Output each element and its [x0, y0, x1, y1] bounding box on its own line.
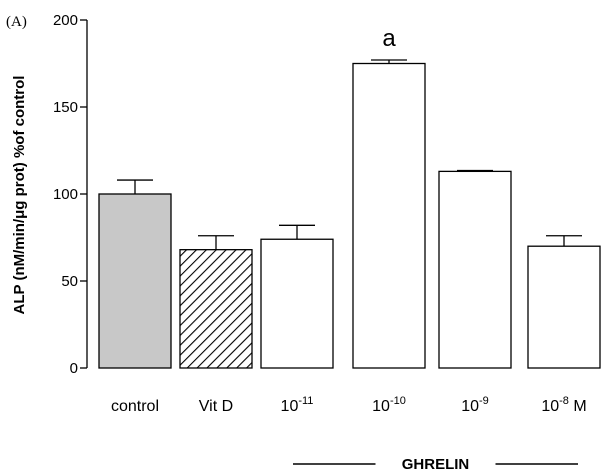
category-label: 10-9: [461, 395, 489, 415]
bar: [98, 193, 172, 369]
category-label: 10-10: [372, 395, 406, 415]
y-tick-label: 0: [70, 360, 78, 377]
category-label: control: [111, 398, 159, 415]
group-label: GHRELIN: [402, 456, 470, 473]
y-tick-label: 50: [61, 273, 78, 290]
significance-annotation: a: [382, 25, 396, 52]
bar: [438, 170, 512, 369]
bar: [179, 249, 253, 369]
group-bracket: GHRELIN: [293, 456, 578, 473]
category-label: 10-11: [281, 395, 314, 415]
category-label: 10-8 M: [541, 395, 586, 415]
y-axis: 0 50 100 150 200: [53, 12, 88, 377]
bars: a: [98, 25, 601, 369]
category-labels: control Vit D 10-11 10-10 10-9 10-8 M: [111, 395, 587, 415]
bar: [260, 238, 334, 369]
bar: [527, 245, 601, 369]
category-label: Vit D: [199, 398, 233, 415]
y-tick-label: 200: [53, 12, 78, 29]
y-tick-label: 150: [53, 99, 78, 116]
panel-label: (A): [6, 14, 27, 30]
bar: [352, 62, 426, 369]
y-axis-label: ALP (nM/min/μg prot) %of control: [11, 76, 28, 315]
y-tick-label: 100: [53, 186, 78, 203]
